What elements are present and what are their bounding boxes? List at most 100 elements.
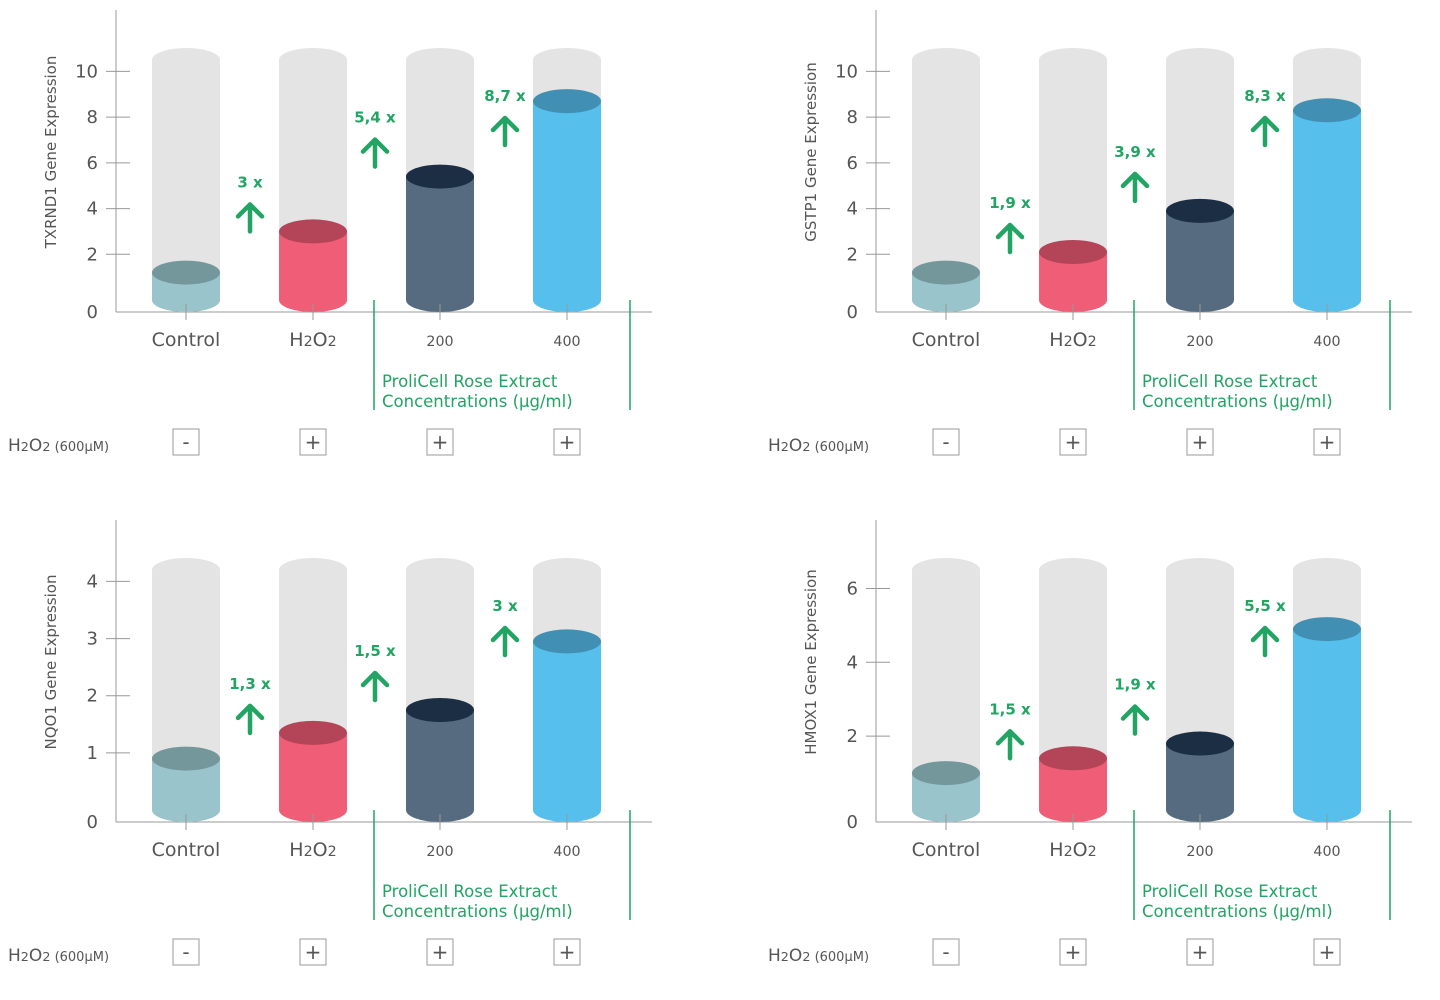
category-label-0: Control — [152, 839, 221, 861]
fold-change-label: 1,9 x — [989, 194, 1031, 212]
treatment-box-0 — [932, 428, 960, 456]
y-tick-label: 6 — [847, 153, 858, 174]
extract-label-line1: ProliCell Rose Extract — [1142, 882, 1318, 901]
bar-3 — [1293, 629, 1361, 822]
bar-1 — [1039, 252, 1107, 312]
y-tick-label: 10 — [75, 61, 98, 82]
fold-change-label: 8,7 x — [484, 87, 526, 105]
treatment-sign-2: + — [1192, 940, 1209, 964]
up-arrow-icon — [1120, 704, 1150, 736]
category-label-1: H2O2 — [1049, 329, 1096, 351]
bar-1 — [279, 231, 347, 312]
up-arrow-icon — [995, 222, 1025, 255]
category-label-3: 400 — [1313, 844, 1340, 860]
fold-change-label: 3 x — [492, 597, 518, 615]
up-arrow-icon — [360, 137, 390, 169]
treatment-sign-3: + — [1319, 430, 1336, 454]
y-tick-label: 0 — [87, 812, 98, 833]
charts-grid: 0 2 4 6 8 10 TXRND1 Gene Expression Control H2O2… — [0, 0, 1440, 966]
up-arrow-icon — [995, 729, 1025, 761]
increase-annotation-1: 3 x — [235, 173, 265, 234]
bar-3 — [1293, 110, 1361, 312]
treatment-box-2 — [426, 428, 454, 456]
bar-background — [912, 558, 980, 822]
bar-top-1 — [1039, 240, 1107, 264]
up-arrow-icon — [490, 115, 520, 148]
bar-top-2 — [406, 164, 474, 189]
treatment-sign-3: + — [559, 940, 576, 964]
y-tick-label: 8 — [847, 107, 858, 128]
bar-top-0 — [152, 746, 220, 771]
chart-panel-txrnd1: 0 2 4 6 8 10 TXRND1 Gene Expression Control H2O2… — [0, 0, 720, 490]
y-tick-label: 2 — [847, 726, 858, 747]
bar-top-3 — [533, 629, 601, 654]
treatment-box-1 — [299, 938, 327, 966]
extract-label-line1: ProliCell Rose Extract — [1142, 372, 1318, 391]
treatment-box-3 — [1313, 938, 1341, 966]
y-axis-label: NQO1 Gene Expression — [42, 575, 60, 750]
fold-change-label: 3 x — [237, 173, 263, 191]
fold-change-label: 1,9 x — [1114, 676, 1156, 694]
treatment-box-3 — [553, 428, 581, 456]
treatment-sign-2: + — [1192, 430, 1209, 454]
category-label-3: 400 — [553, 844, 580, 860]
chart-svg-txrnd1: 0 2 4 6 8 10 TXRND1 Gene Expression Control H2O2… — [8, 10, 652, 456]
increase-annotation-3: 8,3 x — [1244, 87, 1286, 148]
bar-top-2 — [406, 698, 474, 722]
increase-annotation-1: 1,5 x — [989, 700, 1031, 761]
increase-annotation-2: 3,9 x — [1114, 143, 1156, 204]
chart-panel-hmox1: 0 2 4 6 HMOX1 Gene Expression Control H2O2 1,5 … — [760, 510, 1440, 1000]
y-tick-label: 2 — [847, 244, 858, 265]
bar-0 — [152, 758, 220, 822]
bar-3 — [533, 101, 601, 312]
extract-label-line2: Concentrations (µg/ml) — [1142, 392, 1333, 411]
treatment-sign-1: + — [305, 940, 322, 964]
up-arrow-icon — [1120, 171, 1150, 204]
h2o2-row-label: H2O2 (600µM) — [768, 946, 869, 966]
fold-change-label: 1,5 x — [989, 700, 1031, 718]
treatment-box-0 — [172, 428, 200, 456]
category-label-2: 200 — [426, 334, 453, 350]
chart-svg-hmox1: 0 2 4 6 HMOX1 Gene Expression Control H2O2 1,5 … — [768, 520, 1412, 966]
category-label-3: 400 — [553, 334, 580, 350]
treatment-box-0 — [932, 938, 960, 966]
h2o2-row-label: H2O2 (600µM) — [768, 436, 869, 456]
y-tick-label: 2 — [87, 686, 98, 707]
up-arrow-icon — [490, 625, 520, 658]
bar-1 — [279, 732, 347, 822]
bar-2 — [1166, 743, 1234, 822]
up-arrow-icon — [235, 202, 265, 234]
increase-annotation-3: 8,7 x — [484, 87, 526, 148]
category-label-1: H2O2 — [1049, 839, 1096, 861]
treatment-box-1 — [1059, 938, 1087, 966]
y-tick-label: 4 — [847, 652, 858, 673]
bar-2 — [406, 176, 474, 312]
treatment-sign-1: + — [1065, 940, 1082, 964]
fold-change-label: 5,4 x — [354, 109, 396, 127]
bar-top-3 — [1293, 617, 1361, 642]
y-tick-label: 0 — [87, 302, 98, 323]
treatment-sign-0: - — [942, 940, 949, 964]
chart-panel-gstp1: 0 2 4 6 8 10 GSTP1 Gene Expression Control H2O2 1… — [760, 0, 1440, 490]
category-label-0: Control — [152, 329, 221, 351]
increase-annotation-2: 1,5 x — [354, 642, 396, 703]
category-label-0: Control — [912, 329, 981, 351]
up-arrow-icon — [360, 670, 390, 703]
y-axis-label: TXRND1 Gene Expression — [42, 56, 60, 250]
increase-annotation-2: 5,4 x — [354, 109, 396, 169]
treatment-sign-2: + — [432, 940, 449, 964]
treatment-box-2 — [1186, 938, 1214, 966]
treatment-box-3 — [1313, 428, 1341, 456]
y-axis-label: GSTP1 Gene Expression — [802, 62, 820, 241]
y-tick-label: 8 — [87, 107, 98, 128]
increase-annotation-3: 5,5 x — [1244, 597, 1286, 658]
h2o2-row-label: H2O2 (600µM) — [8, 946, 109, 966]
treatment-sign-0: - — [182, 430, 189, 454]
chart-svg-nqo1: 0 1 2 3 4 NQO1 Gene Expression Control H2O2 1,3 … — [8, 520, 652, 966]
treatment-sign-0: - — [182, 940, 189, 964]
y-tick-label: 1 — [87, 743, 98, 764]
category-label-2: 200 — [1186, 334, 1213, 350]
category-label-1: H2O2 — [289, 329, 336, 351]
h2o2-row-label: H2O2 (600µM) — [8, 436, 109, 456]
bar-background — [912, 48, 980, 312]
